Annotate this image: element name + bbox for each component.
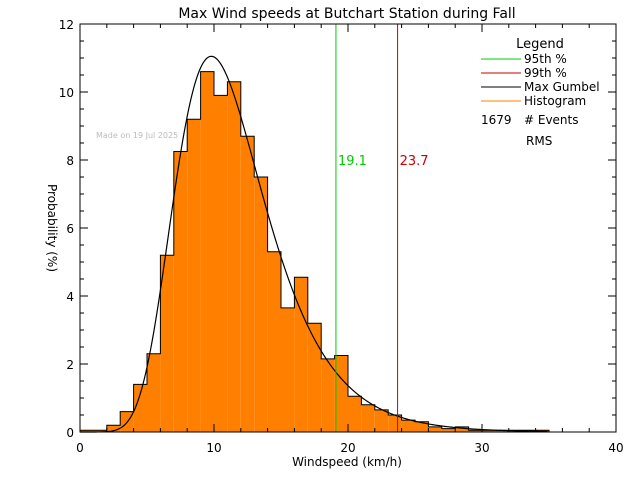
histogram-bar bbox=[227, 81, 241, 433]
histogram-bar bbox=[106, 425, 121, 432]
histogram-bar bbox=[441, 428, 456, 432]
legend-rms-label: RMS bbox=[526, 134, 552, 148]
histogram-bar bbox=[294, 277, 308, 432]
histogram-bar bbox=[482, 430, 496, 432]
y-tick-label: 4 bbox=[66, 290, 74, 304]
y-tick-label: 8 bbox=[66, 154, 74, 168]
y-axis-label: Probability (%) bbox=[45, 184, 59, 272]
histogram-bar bbox=[307, 323, 322, 432]
histogram-bar bbox=[267, 251, 281, 432]
histogram-bar bbox=[147, 353, 161, 432]
histogram-bar bbox=[415, 421, 429, 432]
histogram-bar bbox=[240, 136, 255, 432]
legend-events-count: 1679 bbox=[481, 113, 512, 127]
percentile-label: 23.7 bbox=[400, 154, 429, 169]
histogram-bar bbox=[401, 420, 415, 432]
histogram-bar bbox=[80, 430, 94, 432]
histogram-bar bbox=[374, 409, 389, 432]
x-axis-label: Windspeed (km/h) bbox=[292, 455, 402, 469]
legend-title: Legend bbox=[516, 37, 564, 52]
histogram-bar bbox=[200, 71, 214, 432]
x-tick-label: 20 bbox=[340, 441, 355, 455]
y-tick-label: 0 bbox=[66, 426, 74, 440]
y-tick-label: 12 bbox=[59, 18, 74, 32]
histogram-bar bbox=[388, 415, 402, 432]
y-tick-label: 10 bbox=[59, 86, 74, 100]
histogram-bar bbox=[93, 430, 107, 432]
histogram-bar bbox=[160, 255, 174, 432]
axis-ticks: 0 10 20 30 40 0 2 4 6 8 10 12 bbox=[59, 18, 624, 455]
histogram-bar bbox=[187, 119, 201, 432]
legend-events-label: # Events bbox=[524, 113, 579, 127]
histogram-bar bbox=[468, 430, 482, 432]
x-tick-label: 30 bbox=[474, 441, 489, 455]
plot-area: 19.1 23.7 bbox=[79, 24, 550, 433]
y-tick-label: 6 bbox=[66, 222, 74, 236]
percentile-label: 19.1 bbox=[338, 154, 367, 169]
histogram-bar bbox=[281, 307, 295, 432]
histogram-bar bbox=[133, 384, 147, 432]
legend-entry-label: Max Gumbel bbox=[524, 80, 600, 94]
histogram-bar bbox=[361, 404, 375, 432]
histogram-bar bbox=[495, 430, 509, 432]
y-tick-label: 2 bbox=[66, 358, 74, 372]
histogram-bar bbox=[334, 355, 348, 432]
histogram-bar bbox=[254, 177, 268, 432]
chart-title: Max Wind speeds at Butchart Station duri… bbox=[178, 6, 515, 22]
legend-entry-label: 99th % bbox=[524, 66, 567, 80]
histogram-bar bbox=[321, 358, 335, 432]
histogram-outline bbox=[79, 71, 550, 432]
gumbel-curve bbox=[80, 55, 548, 433]
histogram-bar bbox=[428, 426, 442, 432]
watermark-text: Made on 19 Jul 2025 bbox=[96, 131, 178, 140]
histogram-bar bbox=[214, 95, 228, 433]
legend-entry-label: 95th % bbox=[524, 52, 567, 66]
histogram-bar bbox=[173, 151, 188, 432]
x-tick-label: 10 bbox=[206, 441, 221, 455]
x-tick-label: 0 bbox=[76, 441, 84, 455]
x-tick-label: 40 bbox=[608, 441, 623, 455]
histogram-bar bbox=[455, 426, 469, 432]
legend-entry-label: Histogram bbox=[524, 94, 586, 108]
histogram-bar bbox=[348, 396, 362, 432]
